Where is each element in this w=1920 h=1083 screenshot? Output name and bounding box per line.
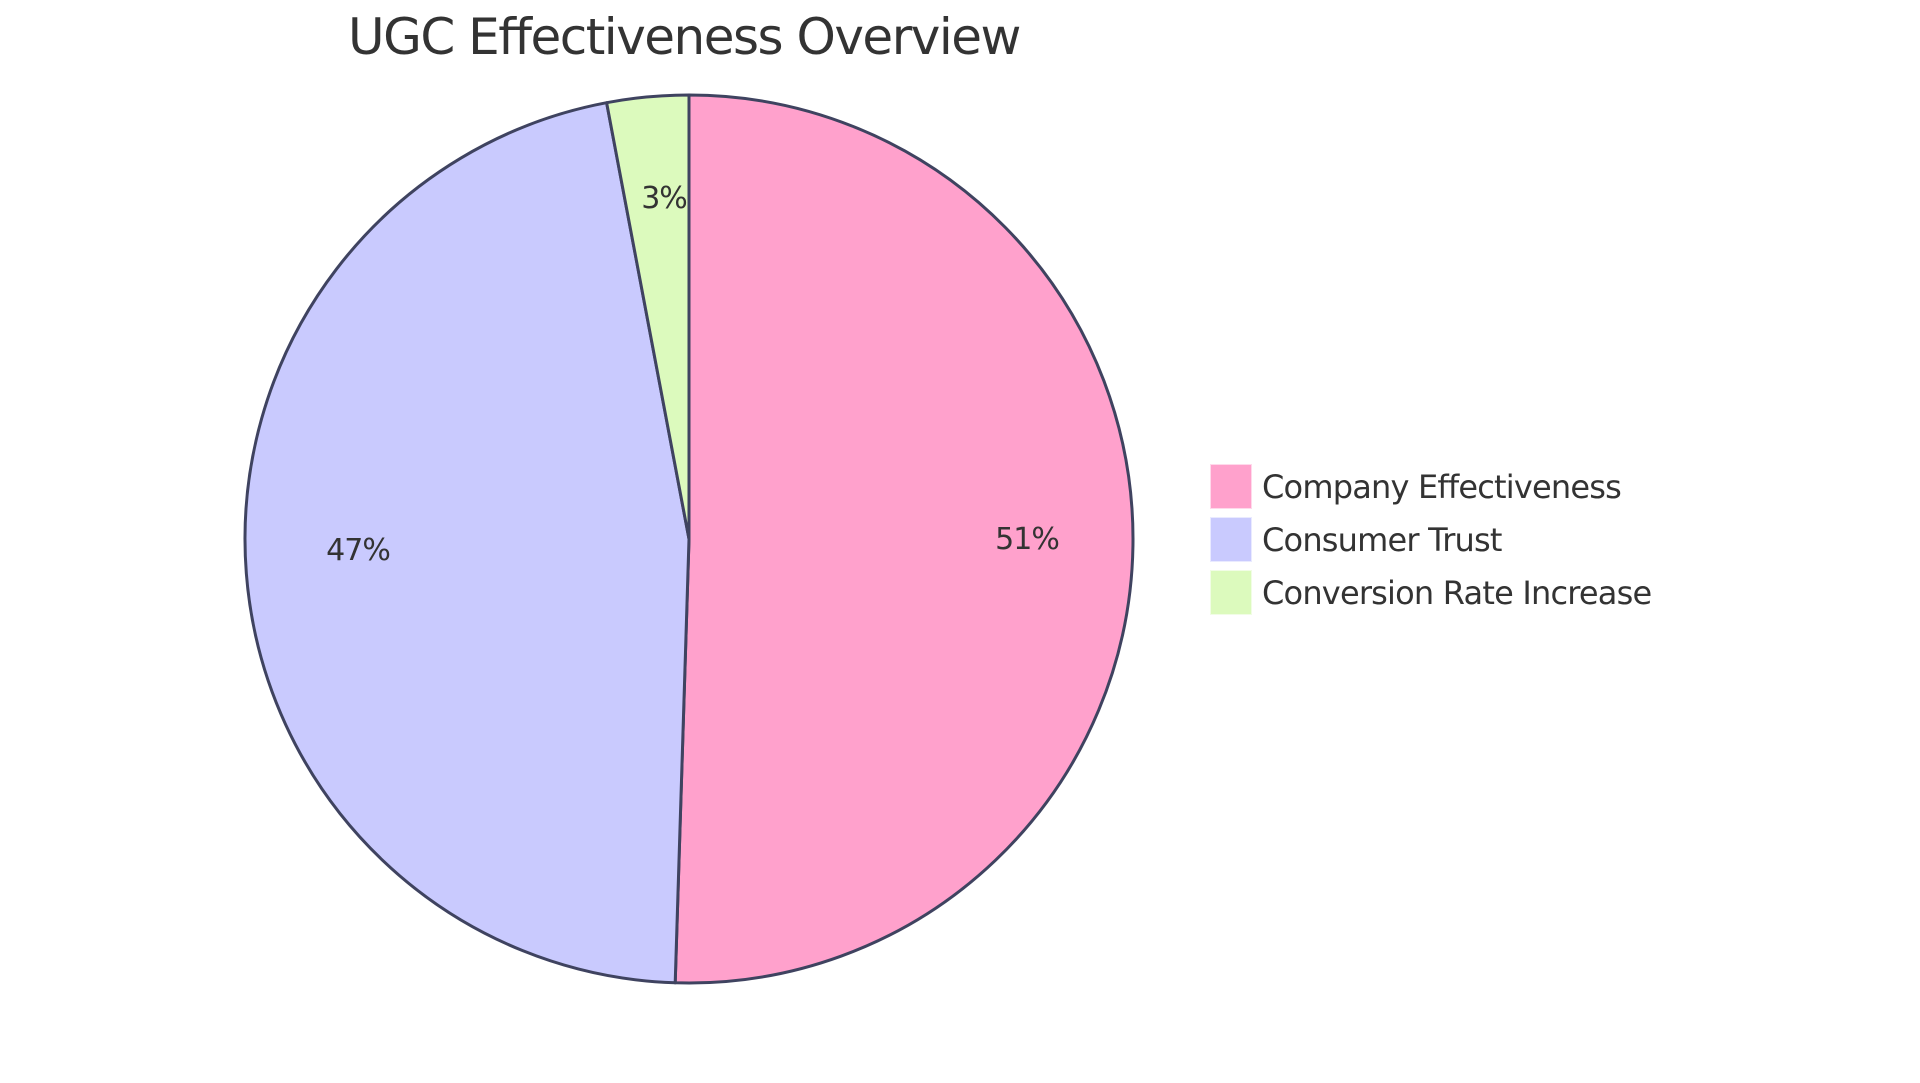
- legend-swatch-consumer-trust: [1210, 517, 1252, 562]
- legend-swatch-conversion-rate-increase: [1210, 570, 1252, 615]
- chart-title: UGC Effectiveness Overview: [348, 8, 1021, 66]
- slice-label-company-effectiveness: 51%: [995, 522, 1059, 557]
- pie-slices: [243, 93, 1135, 985]
- legend-swatch-company-effectiveness: [1210, 464, 1252, 509]
- pie-labels: 51% 47% 3%: [326, 181, 1060, 568]
- slice-label-consumer-trust: 47%: [326, 533, 390, 568]
- legend-label: Conversion Rate Increase: [1262, 573, 1652, 612]
- pie-slice-conversion-rate-increase[interactable]: [605, 93, 691, 541]
- legend: Company Effectiveness Consumer Trust Con…: [1210, 460, 1652, 619]
- slice-label-conversion-rate-increase: 3%: [641, 181, 687, 216]
- legend-label: Company Effectiveness: [1262, 467, 1622, 506]
- legend-item-company-effectiveness[interactable]: Company Effectiveness: [1210, 460, 1651, 513]
- legend-item-conversion-rate-increase[interactable]: Conversion Rate Increase: [1210, 566, 1652, 619]
- legend-label: Consumer Trust: [1262, 520, 1502, 559]
- legend-item-consumer-trust[interactable]: Consumer Trust: [1210, 513, 1651, 566]
- pie-slice-company-effectiveness[interactable]: [673, 93, 1135, 985]
- pie-slice-consumer-trust[interactable]: [243, 101, 691, 985]
